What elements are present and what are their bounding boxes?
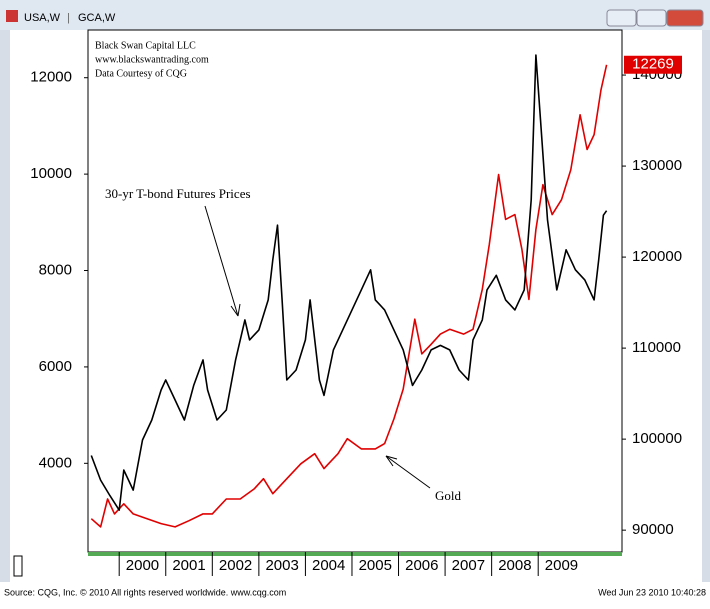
series-line <box>90 54 608 511</box>
annotation-arrow <box>204 205 239 317</box>
close-button[interactable] <box>666 9 704 27</box>
arrow-head <box>230 303 241 317</box>
x-tick-label: 2001 <box>172 557 205 574</box>
y2-tick-label: 110000 <box>632 339 681 356</box>
annotation-arrow <box>385 455 431 489</box>
footer-timestamp: Wed Jun 23 2010 10:40:28 <box>598 587 706 597</box>
tab-label[interactable]: USA,W <box>24 12 61 24</box>
y2-tick-label: 120000 <box>632 248 682 265</box>
x-tick-label: 2004 <box>312 557 345 574</box>
y2-tick-label: 100000 <box>632 430 682 447</box>
y2-tick-label: 130000 <box>632 157 682 174</box>
x-tick-label: 2008 <box>498 557 531 574</box>
separator: | <box>67 12 70 24</box>
title-bar <box>0 0 710 30</box>
y-tick-label: 6000 <box>39 358 72 375</box>
note: Data Courtesy of CQG <box>95 68 187 79</box>
minimize-button[interactable] <box>606 9 637 27</box>
x-axis-strip <box>88 552 622 556</box>
tab-label[interactable]: GCA,W <box>78 12 116 24</box>
plot-area <box>87 29 623 553</box>
footer-bar <box>0 582 710 604</box>
x-tick-label: 2006 <box>405 557 438 574</box>
arrow-head <box>385 455 398 467</box>
app-icon <box>6 10 18 22</box>
last-value-box <box>624 55 682 74</box>
note: Black Swan Capital LLC <box>95 40 196 51</box>
last-value-label: 12269 <box>632 56 674 73</box>
x-tick-label: 2000 <box>126 557 159 574</box>
scroll-box[interactable] <box>13 555 23 577</box>
note: www.blackswantrading.com <box>95 54 209 65</box>
series-annotation: Gold <box>435 488 462 503</box>
maximize-button[interactable] <box>636 9 667 27</box>
footer-source: Source: CQG, Inc. © 2010 All rights rese… <box>4 587 286 597</box>
x-tick-label: 2009 <box>545 557 578 574</box>
y-tick-label: 4000 <box>39 454 72 471</box>
series-annotation: 30-yr T-bond Futures Prices <box>105 186 251 201</box>
x-tick-label: 2007 <box>452 557 485 574</box>
y-tick-label: 10000 <box>30 165 72 182</box>
x-tick-label: 2005 <box>359 557 392 574</box>
x-tick-label: 2002 <box>219 557 252 574</box>
y-tick-label: 12000 <box>30 69 72 86</box>
y2-tick-label: 90000 <box>632 521 674 538</box>
x-tick-label: 2003 <box>265 557 298 574</box>
y-tick-label: 8000 <box>39 261 72 278</box>
series-line <box>90 64 608 528</box>
